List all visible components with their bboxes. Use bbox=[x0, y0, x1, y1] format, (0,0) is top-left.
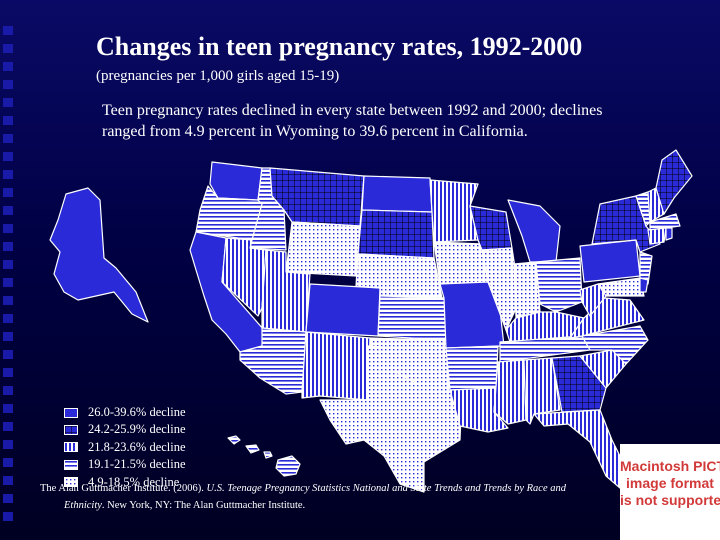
legend-item: 24.2-25.9% decline bbox=[64, 421, 186, 438]
citation-line-2: Ethnicity. New York, NY: The Alan Guttma… bbox=[40, 497, 640, 514]
state-new-jersey bbox=[639, 251, 653, 285]
state-ohio bbox=[535, 257, 583, 313]
legend-swatch-grid bbox=[64, 425, 78, 436]
pict-line-2: image format bbox=[626, 475, 714, 491]
state-michigan bbox=[507, 199, 561, 263]
citation-work-cont: Ethnicity bbox=[64, 500, 102, 511]
source-citation: The Alan Guttmacher Institute. (2006). U… bbox=[40, 480, 640, 514]
state-rhode-island bbox=[665, 227, 673, 241]
state-mississippi bbox=[493, 359, 527, 425]
state-colorado bbox=[305, 283, 381, 337]
state-north-dakota bbox=[361, 175, 433, 213]
state-maine bbox=[655, 149, 693, 215]
state-iowa bbox=[433, 241, 489, 285]
legend-item: 4.9-18.5% decline bbox=[64, 474, 186, 491]
legend-label: 19.1-21.5% decline bbox=[88, 457, 186, 472]
state-maryland bbox=[597, 277, 645, 297]
state-florida bbox=[533, 409, 629, 489]
map-legend: 26.0-39.6% decline 24.2-25.9% decline 21… bbox=[64, 404, 186, 491]
legend-item: 26.0-39.6% decline bbox=[64, 404, 186, 421]
state-washington bbox=[209, 161, 263, 201]
state-massachusetts bbox=[649, 213, 681, 231]
state-alaska bbox=[49, 187, 149, 323]
citation-publisher: . New York, NY: The Alan Guttmacher Inst… bbox=[101, 500, 306, 511]
slide-title: Changes in teen pregnancy rates, 1992-20… bbox=[96, 32, 583, 61]
pict-placeholder: Macintosh PICT image format is not suppo… bbox=[620, 444, 720, 540]
state-indiana bbox=[513, 261, 541, 319]
state-pennsylvania bbox=[579, 239, 641, 283]
legend-label: 21.8-23.6% decline bbox=[88, 439, 186, 454]
state-south-dakota bbox=[357, 209, 435, 259]
state-new-mexico bbox=[301, 331, 371, 401]
slide-subtitle: (pregnancies per 1,000 girls aged 15-19) bbox=[96, 68, 340, 84]
legend-item: 19.1-21.5% decline bbox=[64, 456, 186, 473]
state-delaware bbox=[639, 277, 649, 293]
legend-swatch-horizontal bbox=[64, 459, 78, 470]
pict-line-1: Macintosh PICT bbox=[620, 458, 720, 474]
state-hawaii bbox=[227, 435, 301, 477]
legend-label: 26.0-39.6% decline bbox=[88, 405, 186, 419]
state-connecticut bbox=[647, 227, 667, 245]
legend-label: 24.2-25.9% decline bbox=[88, 422, 186, 437]
state-arkansas bbox=[445, 345, 499, 391]
state-illinois bbox=[481, 247, 521, 331]
state-wyoming bbox=[285, 221, 361, 277]
intro-text: Teen pregnancy rates declined in every s… bbox=[102, 102, 603, 140]
legend-label: 4.9-18.5% decline bbox=[88, 474, 180, 489]
left-decorative-bar bbox=[0, 0, 16, 540]
legend-item: 21.8-23.6% decline bbox=[64, 439, 186, 456]
legend-swatch-vertical bbox=[64, 442, 78, 453]
pict-line-3: is not supported bbox=[620, 492, 720, 508]
state-kansas bbox=[377, 295, 447, 341]
state-georgia bbox=[551, 355, 607, 413]
state-texas bbox=[319, 345, 463, 493]
citation-work: U.S. Teenage Pregnancy Statistics Nation… bbox=[206, 483, 567, 494]
citation-authors: The Alan Guttmacher Institute. (2006). bbox=[40, 483, 204, 494]
state-west-virginia bbox=[579, 283, 607, 317]
legend-swatch-solid bbox=[64, 407, 78, 418]
citation-line-1: The Alan Guttmacher Institute. (2006). U… bbox=[40, 480, 640, 497]
legend-swatch-dots bbox=[64, 477, 78, 488]
